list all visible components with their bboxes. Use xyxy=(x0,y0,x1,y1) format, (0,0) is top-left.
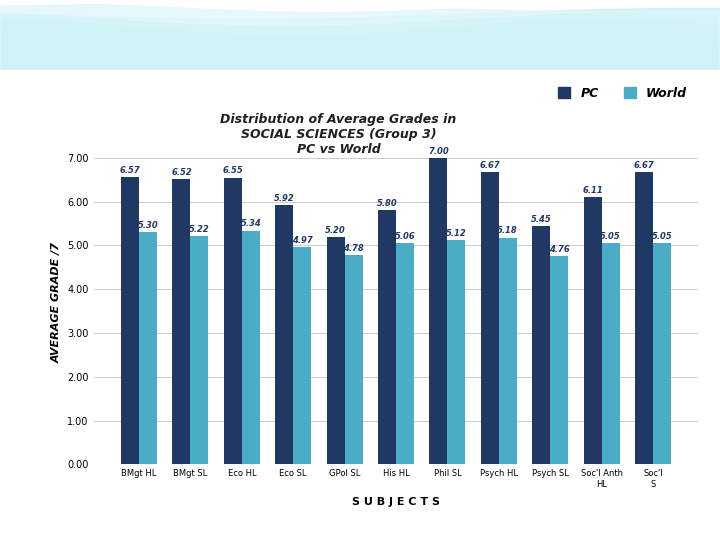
Bar xyxy=(139,232,157,464)
Bar xyxy=(121,177,139,464)
Text: 5.45: 5.45 xyxy=(531,214,552,224)
Bar xyxy=(396,243,414,464)
Bar xyxy=(635,172,653,464)
Bar xyxy=(345,255,363,464)
Bar xyxy=(327,237,345,464)
Bar xyxy=(601,244,619,464)
Bar xyxy=(173,179,191,464)
Bar xyxy=(293,247,311,464)
Text: 4.97: 4.97 xyxy=(292,235,312,245)
Text: 5.05: 5.05 xyxy=(600,232,621,241)
Text: 5.80: 5.80 xyxy=(377,199,397,208)
Text: 5.22: 5.22 xyxy=(189,225,210,234)
Bar xyxy=(275,205,293,464)
Text: 5.92: 5.92 xyxy=(274,194,294,203)
Bar xyxy=(550,256,568,464)
Bar xyxy=(481,172,499,464)
Text: 5.18: 5.18 xyxy=(498,226,518,235)
Text: Distribution of Average Grades in
SOCIAL SCIENCES (Group 3)
PC vs World: Distribution of Average Grades in SOCIAL… xyxy=(220,113,456,157)
Bar xyxy=(378,211,396,464)
Text: 4.78: 4.78 xyxy=(343,244,364,253)
Bar xyxy=(242,231,260,464)
Text: 6.52: 6.52 xyxy=(171,168,192,177)
Bar xyxy=(191,236,209,464)
Text: 5.12: 5.12 xyxy=(446,229,467,238)
Bar xyxy=(447,240,465,464)
Text: 6.67: 6.67 xyxy=(480,161,500,170)
Y-axis label: AVERAGE GRADE /7: AVERAGE GRADE /7 xyxy=(52,242,62,363)
Bar xyxy=(532,226,550,464)
Bar xyxy=(224,178,242,464)
Text: 6.57: 6.57 xyxy=(120,166,140,174)
Text: 6.11: 6.11 xyxy=(582,186,603,195)
Text: 5.06: 5.06 xyxy=(395,232,415,241)
Text: 5.20: 5.20 xyxy=(325,226,346,234)
Bar xyxy=(653,244,671,464)
Text: 5.34: 5.34 xyxy=(240,219,261,228)
Text: 7.00: 7.00 xyxy=(428,147,449,156)
Text: 6.67: 6.67 xyxy=(634,161,654,170)
Text: 4.76: 4.76 xyxy=(549,245,570,254)
Bar xyxy=(499,238,517,464)
Bar xyxy=(429,158,447,464)
Legend: PC, World: PC, World xyxy=(553,82,692,105)
Text: 5.05: 5.05 xyxy=(652,232,672,241)
Text: 6.55: 6.55 xyxy=(222,166,243,176)
X-axis label: S U B J E C T S: S U B J E C T S xyxy=(352,497,440,507)
Bar xyxy=(583,197,601,464)
Text: 5.30: 5.30 xyxy=(138,221,158,230)
